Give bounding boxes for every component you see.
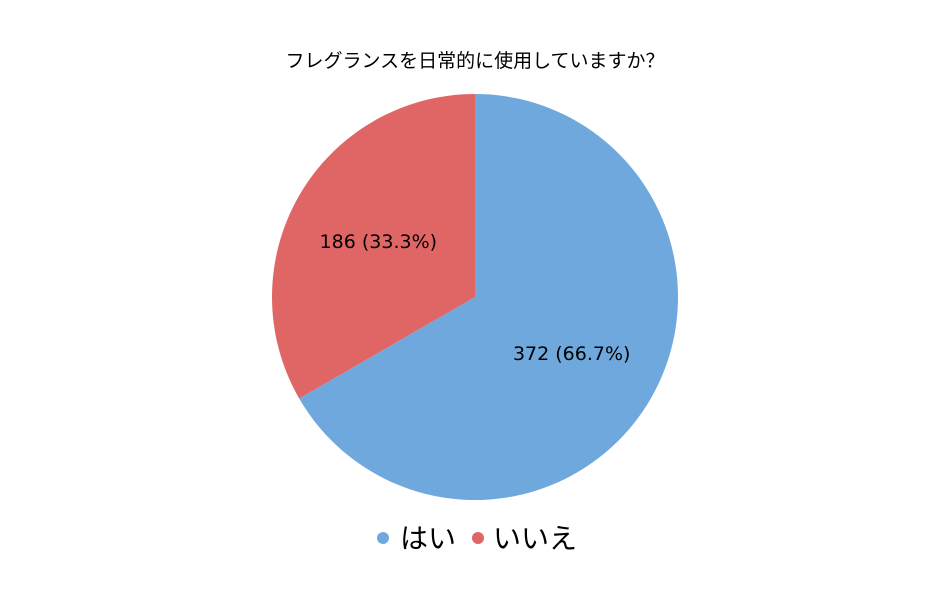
slice-data-label-0: 372 (66.7%) xyxy=(513,343,631,365)
chart-title: フレグランスを日常的に使用していますか？ xyxy=(285,50,664,72)
legend-label-0: はい xyxy=(400,522,456,555)
legend-marker-0 xyxy=(377,532,389,544)
legend-marker-1 xyxy=(472,532,484,544)
pie-slice-1 xyxy=(272,94,475,399)
pie-slice-0 xyxy=(299,94,679,500)
slice-data-label-1: 186 (33.3%) xyxy=(320,231,438,253)
legend-label-1: いいえ xyxy=(493,522,577,555)
